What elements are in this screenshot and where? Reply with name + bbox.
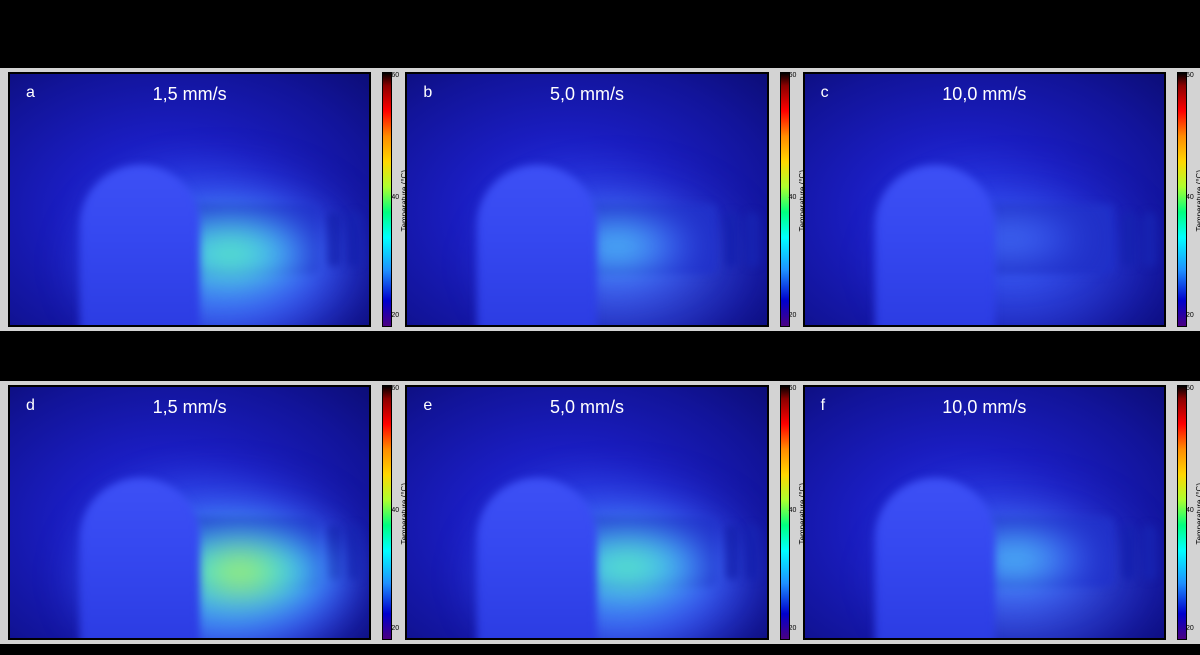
notch-shape — [347, 525, 361, 580]
panel-letter: a — [26, 84, 35, 102]
thermal-image: c 10,0 mm/s — [803, 72, 1166, 327]
colorbar-axis-label: Temperature (°C) — [1195, 170, 1200, 231]
colorbar-tick: 40 — [391, 507, 399, 514]
probe-shape — [875, 478, 995, 640]
thermal-image: b 5,0 mm/s — [405, 72, 768, 327]
notch-shape — [745, 212, 759, 267]
colorbar-axis-label: Temperature (°C) — [1195, 483, 1200, 544]
thermal-image: f 10,0 mm/s — [803, 385, 1166, 640]
colorbar-tick: 20 — [1186, 625, 1194, 632]
mid-black-bar — [0, 331, 1200, 381]
colorbar-tick: 40 — [789, 194, 797, 201]
panel-letter: e — [423, 397, 432, 415]
colorbar: Temperature (°C)604020 — [775, 72, 795, 327]
colorbar: Temperature (°C)604020 — [1172, 72, 1192, 327]
notch-shape — [1122, 212, 1136, 267]
colorbar-tick: 20 — [1186, 312, 1194, 319]
colorbar-tick: 40 — [391, 194, 399, 201]
probe-shape — [477, 478, 597, 640]
thermal-panel: f10,0 mm/sTemperature (°C)604020 — [803, 385, 1192, 640]
thermal-image: d 1,5 mm/s — [8, 385, 371, 640]
colorbar: Temperature (°C)604020 — [775, 385, 795, 640]
panel-letter: f — [821, 397, 825, 415]
panel-letter: d — [26, 397, 35, 415]
row-bottom: d 1,5 mm/s Temperature (°C) 60 40 20 e 5,0 mm/s… — [0, 381, 1200, 644]
colorbar-tick: 40 — [1186, 194, 1194, 201]
thermal-panel: b5,0 mm/sTemperature (°C)604020 — [405, 72, 794, 327]
colorbar-tick: 20 — [789, 625, 797, 632]
notch-shape — [745, 525, 759, 580]
thermal-image: a 1,5 mm/s — [8, 72, 371, 327]
probe-shape — [477, 165, 597, 327]
probe-shape — [80, 478, 200, 640]
panel-letter: b — [423, 84, 432, 102]
colorbar-tick: 60 — [391, 72, 399, 79]
colorbar-tick: 20 — [391, 625, 399, 632]
notch-shape — [1122, 525, 1136, 580]
colorbar-tick: 20 — [391, 312, 399, 319]
colorbar-tick: 60 — [391, 385, 399, 392]
panel-speed-label: 1,5 mm/s — [153, 84, 227, 105]
thermal-panel: a1,5 mm/sTemperature (°C)604020 — [8, 72, 397, 327]
panel-speed-label: 10,0 mm/s — [942, 84, 1026, 105]
bottom-black-bar — [0, 644, 1200, 654]
notch-shape — [725, 212, 739, 267]
panel-speed-label: 5,0 mm/s — [550, 84, 624, 105]
thermal-panel: c10,0 mm/sTemperature (°C)604020 — [803, 72, 1192, 327]
notch-shape — [1142, 212, 1156, 267]
thermal-image: e 5,0 mm/s — [405, 385, 768, 640]
figure-container: a 1,5 mm/s Temperature (°C) 60 40 20 b 5,0 mm/s… — [0, 0, 1200, 655]
colorbar-tick: 40 — [1186, 507, 1194, 514]
row-top: a 1,5 mm/s Temperature (°C) 60 40 20 b 5,0 mm/s… — [0, 68, 1200, 331]
colorbar: Temperature (°C)604020 — [377, 72, 397, 327]
colorbar-tick: 60 — [789, 72, 797, 79]
top-black-bar — [0, 0, 1200, 68]
colorbar-tick: 60 — [1186, 385, 1194, 392]
colorbar-tick: 60 — [789, 385, 797, 392]
colorbar: Temperature (°C)604020 — [377, 385, 397, 640]
colorbar-tick: 60 — [1186, 72, 1194, 79]
colorbar-tick: 20 — [789, 312, 797, 319]
notch-shape — [725, 525, 739, 580]
probe-shape — [875, 165, 995, 327]
notch-shape — [347, 212, 361, 267]
thermal-panel: d1,5 mm/sTemperature (°C)604020 — [8, 385, 397, 640]
notch-shape — [1142, 525, 1156, 580]
panel-speed-label: 10,0 mm/s — [942, 397, 1026, 418]
thermal-panel: e5,0 mm/sTemperature (°C)604020 — [405, 385, 794, 640]
panel-speed-label: 1,5 mm/s — [153, 397, 227, 418]
panel-letter: c — [821, 84, 829, 102]
colorbar-tick: 40 — [789, 507, 797, 514]
colorbar: Temperature (°C)604020 — [1172, 385, 1192, 640]
probe-shape — [80, 165, 200, 327]
notch-shape — [327, 212, 341, 267]
panel-speed-label: 5,0 mm/s — [550, 397, 624, 418]
